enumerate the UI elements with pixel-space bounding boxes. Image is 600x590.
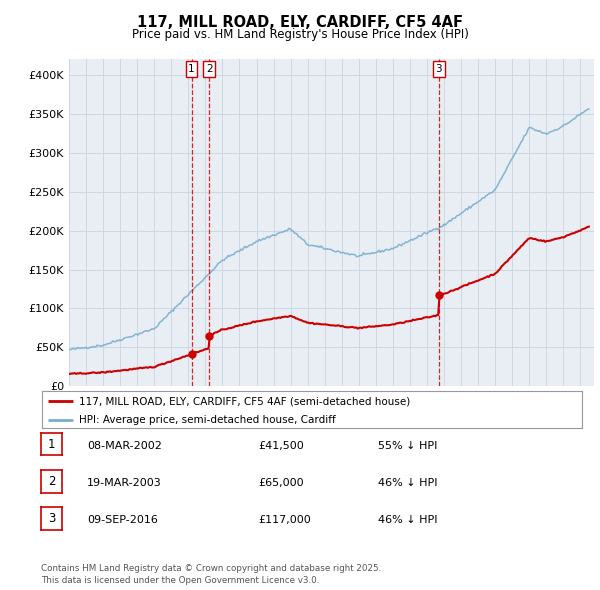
- Text: 46% ↓ HPI: 46% ↓ HPI: [378, 478, 437, 488]
- Text: 09-SEP-2016: 09-SEP-2016: [87, 516, 158, 525]
- Text: 1: 1: [188, 64, 195, 74]
- Text: Price paid vs. HM Land Registry's House Price Index (HPI): Price paid vs. HM Land Registry's House …: [131, 28, 469, 41]
- Text: 08-MAR-2002: 08-MAR-2002: [87, 441, 162, 451]
- Text: 117, MILL ROAD, ELY, CARDIFF, CF5 4AF (semi-detached house): 117, MILL ROAD, ELY, CARDIFF, CF5 4AF (s…: [79, 396, 410, 406]
- Text: 2: 2: [206, 64, 212, 74]
- Text: £117,000: £117,000: [258, 516, 311, 525]
- Text: 1: 1: [48, 438, 55, 451]
- Text: 19-MAR-2003: 19-MAR-2003: [87, 478, 162, 488]
- Text: 2: 2: [48, 475, 55, 488]
- Text: 55% ↓ HPI: 55% ↓ HPI: [378, 441, 437, 451]
- Text: HPI: Average price, semi-detached house, Cardiff: HPI: Average price, semi-detached house,…: [79, 415, 335, 425]
- Text: 3: 3: [436, 64, 442, 74]
- Text: Contains HM Land Registry data © Crown copyright and database right 2025.
This d: Contains HM Land Registry data © Crown c…: [41, 564, 381, 585]
- Text: £41,500: £41,500: [258, 441, 304, 451]
- Text: 117, MILL ROAD, ELY, CARDIFF, CF5 4AF: 117, MILL ROAD, ELY, CARDIFF, CF5 4AF: [137, 15, 463, 30]
- Text: £65,000: £65,000: [258, 478, 304, 488]
- Text: 3: 3: [48, 512, 55, 525]
- Text: 46% ↓ HPI: 46% ↓ HPI: [378, 516, 437, 525]
